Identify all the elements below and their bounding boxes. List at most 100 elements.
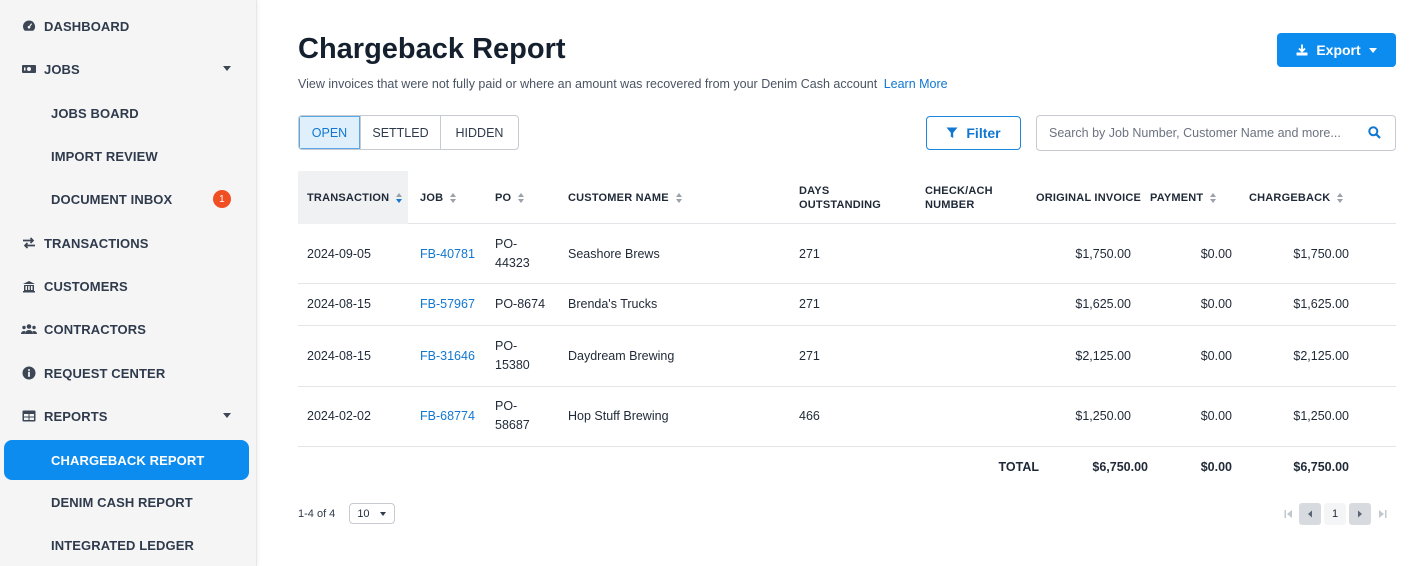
- next-page-button[interactable]: [1349, 503, 1371, 525]
- column-header-days-outstanding[interactable]: DAYS OUTSTANDING: [799, 171, 881, 224]
- sidebar-item-label: CHARGEBACK REPORT: [51, 452, 205, 468]
- sidebar-item-customers[interactable]: CUSTOMERS: [0, 266, 257, 306]
- customers-icon: [21, 278, 37, 294]
- sidebar-item-transactions[interactable]: TRANSACTIONS: [0, 223, 257, 263]
- sidebar-item-document-inbox[interactable]: DOCUMENT INBOX 1: [0, 179, 257, 219]
- sidebar: DASHBOARD JOBS JOBS BOARD IMPORT REVIEW …: [0, 0, 257, 566]
- job-link[interactable]: FB-68774: [420, 408, 475, 423]
- sidebar-item-reports[interactable]: REPORTS: [0, 396, 257, 436]
- download-icon: [1296, 44, 1308, 56]
- dashboard-icon: [21, 18, 37, 34]
- sort-icon: [1210, 192, 1217, 203]
- filter-label: Filter: [966, 125, 1001, 141]
- sidebar-item-dashboard[interactable]: DASHBOARD: [0, 6, 257, 46]
- header-label: PO: [495, 191, 512, 204]
- cell-customer-name: Hop Stuff Brewing: [568, 408, 669, 423]
- cell-transaction: 2024-08-15: [307, 296, 371, 311]
- header-label: DAYS OUTSTANDING: [799, 184, 881, 212]
- sidebar-item-import-review[interactable]: IMPORT REVIEW: [0, 136, 257, 176]
- sidebar-item-label: DASHBOARD: [44, 18, 130, 34]
- cell-original-invoice: $1,625.00: [1075, 296, 1131, 311]
- page-number[interactable]: 1: [1324, 503, 1346, 525]
- pagination-summary: 1-4 of 4 10: [298, 503, 396, 524]
- job-link[interactable]: FB-40781: [420, 246, 475, 261]
- header-label-line: OUTSTANDING: [799, 198, 882, 211]
- chevron-left-icon: [1308, 510, 1312, 518]
- chevron-right-icon: [1358, 510, 1362, 518]
- chevron-down-icon: [1368, 47, 1377, 53]
- sort-icon: [396, 192, 403, 203]
- sidebar-item-denim-cash-report[interactable]: DENIM CASH REPORT: [0, 482, 257, 522]
- header-label-line: DAYS: [799, 184, 830, 197]
- page-size-select[interactable]: 10: [349, 503, 396, 524]
- table-row[interactable]: 2024-02-02 FB-68774 PO- 58687 Hop Stuff B…: [298, 387, 1396, 447]
- column-header-transaction[interactable]: TRANSACTION: [298, 171, 408, 224]
- header-label-line: NUMBER: [925, 198, 975, 211]
- sidebar-item-chargeback-report[interactable]: CHARGEBACK REPORT: [4, 440, 249, 480]
- search-box: [1036, 115, 1396, 151]
- column-header-original-invoice[interactable]: ORIGINAL INVOICE: [1036, 171, 1141, 224]
- cell-original-invoice: $2,125.00: [1075, 348, 1131, 363]
- header-label: ORIGINAL INVOICE: [1036, 191, 1142, 204]
- sidebar-item-label: DOCUMENT INBOX: [51, 191, 173, 207]
- sidebar-item-label: REQUEST CENTER: [44, 365, 166, 381]
- header-label: JOB: [420, 191, 444, 204]
- sidebar-item-label: IMPORT REVIEW: [51, 148, 158, 164]
- status-tabs: OPEN SETTLED HIDDEN: [298, 115, 519, 150]
- header-label: CHECK/ACH NUMBER: [925, 184, 993, 212]
- first-page-icon[interactable]: [1277, 503, 1299, 525]
- cell-chargeback: $1,625.00: [1293, 296, 1349, 311]
- export-button[interactable]: Export: [1277, 33, 1396, 67]
- po-line: PO-: [495, 237, 518, 251]
- sort-icon: [1337, 192, 1344, 203]
- tab-hidden[interactable]: HIDDEN: [455, 125, 504, 140]
- table-row[interactable]: 2024-09-05 FB-40781 PO- 44323 Seashore Br…: [298, 224, 1396, 284]
- sidebar-item-label: DENIM CASH REPORT: [51, 494, 193, 510]
- sidebar-item-jobs-board[interactable]: JOBS BOARD: [0, 93, 257, 133]
- sort-icon: [675, 192, 682, 203]
- sidebar-item-label: CUSTOMERS: [44, 278, 128, 294]
- sidebar-item-jobs[interactable]: JOBS: [0, 49, 257, 89]
- filter-button[interactable]: Filter: [926, 116, 1021, 150]
- job-link[interactable]: FB-31646: [420, 348, 475, 363]
- cell-payment: $0.00: [1200, 296, 1232, 311]
- learn-more-link[interactable]: Learn More: [883, 77, 948, 91]
- search-icon[interactable]: [1368, 126, 1381, 144]
- cell-payment: $0.00: [1200, 348, 1232, 363]
- header-label: CUSTOMER NAME: [568, 191, 669, 204]
- subtitle-text: View invoices that were not fully paid o…: [298, 77, 878, 91]
- column-header-customer-name[interactable]: CUSTOMER NAME: [568, 171, 682, 224]
- column-header-check-ach-number[interactable]: CHECK/ACH NUMBER: [925, 171, 993, 224]
- cell-customer-name: Seashore Brews: [568, 246, 660, 261]
- column-header-chargeback[interactable]: CHARGEBACK: [1249, 171, 1344, 224]
- cell-original-invoice: $1,250.00: [1075, 408, 1131, 423]
- sidebar-item-contractors[interactable]: CONTRACTORS: [0, 309, 257, 349]
- search-input[interactable]: [1037, 126, 1357, 140]
- table-row[interactable]: 2024-08-15 FB-31646 PO- 15380 Daydream Br…: [298, 326, 1396, 387]
- prev-page-button[interactable]: [1299, 503, 1321, 525]
- sidebar-item-label: REPORTS: [44, 408, 108, 424]
- tab-open[interactable]: OPEN: [299, 116, 361, 149]
- sidebar-item-label: JOBS BOARD: [51, 105, 139, 121]
- tab-settled[interactable]: SETTLED: [361, 116, 441, 149]
- column-header-payment[interactable]: PAYMENT: [1150, 171, 1217, 224]
- cell-payment: $0.00: [1200, 246, 1232, 261]
- last-page-icon[interactable]: [1371, 503, 1393, 525]
- sidebar-item-label: TRANSACTIONS: [44, 235, 149, 251]
- chevron-down-icon: [223, 413, 231, 418]
- cell-po: PO- 58687: [495, 387, 530, 445]
- sidebar-item-integrated-ledger[interactable]: INTEGRATED LEDGER: [0, 525, 257, 565]
- sort-icon: [518, 192, 525, 203]
- job-link[interactable]: FB-57967: [420, 296, 475, 311]
- cell-po: PO- 15380: [495, 326, 530, 386]
- column-header-job[interactable]: JOB: [420, 171, 457, 224]
- cell-po: PO-8674: [495, 296, 546, 311]
- filter-icon: [946, 127, 958, 138]
- contractors-icon: [21, 321, 37, 337]
- page-title: Chargeback Report: [298, 33, 566, 65]
- column-header-po[interactable]: PO: [495, 171, 525, 224]
- header-label: TRANSACTION: [307, 191, 390, 204]
- cell-transaction: 2024-02-02: [307, 408, 371, 423]
- table-row[interactable]: 2024-08-15 FB-57967 PO-8674 Brenda's Tru…: [298, 284, 1396, 326]
- sidebar-item-request-center[interactable]: REQUEST CENTER: [0, 353, 257, 393]
